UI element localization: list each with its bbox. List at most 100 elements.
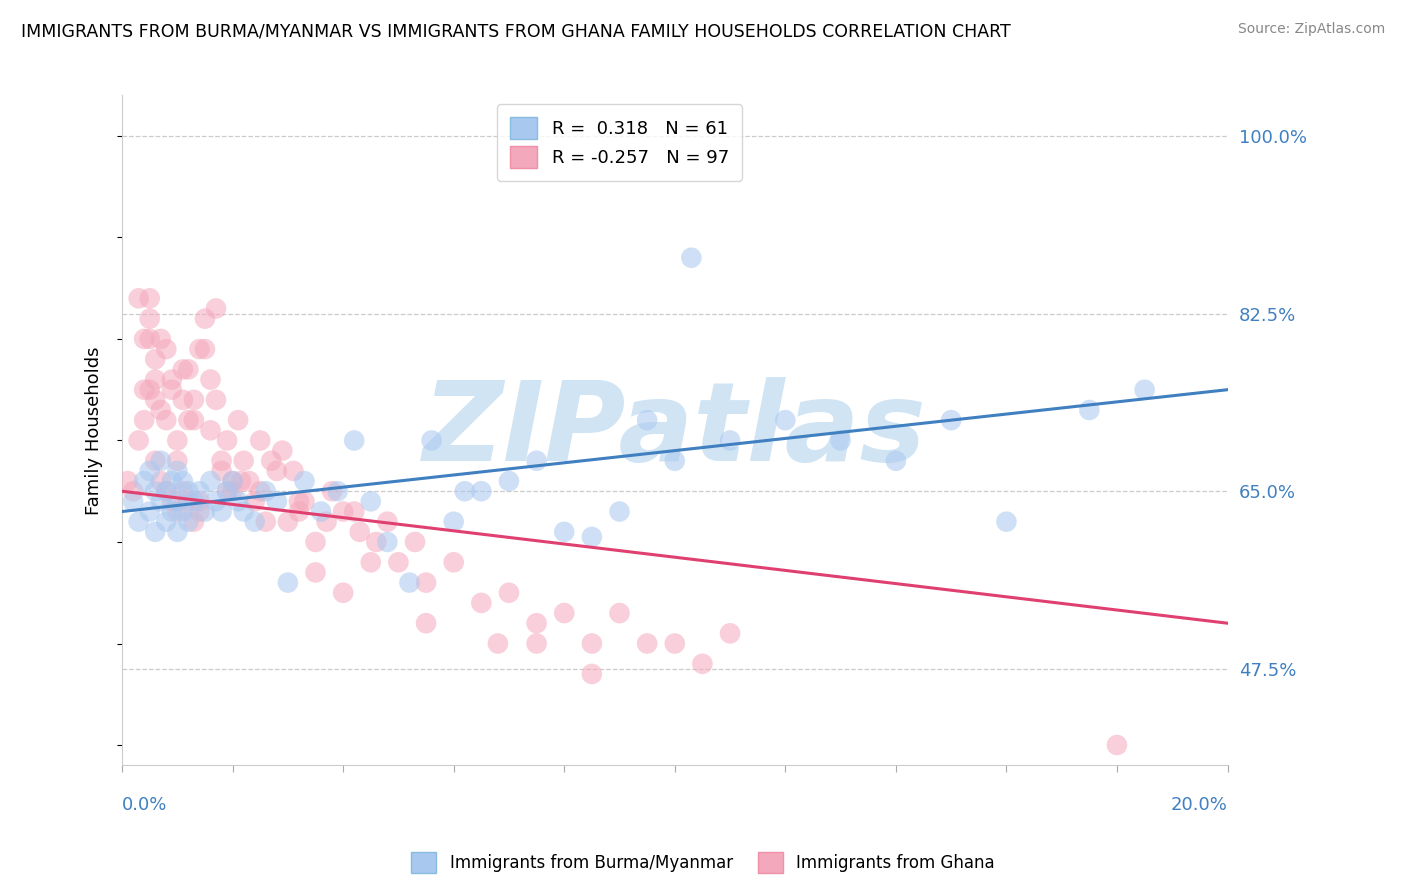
Point <box>420 434 443 448</box>
Point <box>194 342 217 356</box>
Point <box>172 362 194 376</box>
Point <box>609 606 631 620</box>
Legend: Immigrants from Burma/Myanmar, Immigrants from Ghana: Immigrants from Burma/Myanmar, Immigrant… <box>405 846 1001 880</box>
Point <box>377 535 399 549</box>
Point <box>636 636 658 650</box>
Point <box>128 291 150 305</box>
Point <box>332 586 354 600</box>
Point <box>775 413 797 427</box>
Text: IMMIGRANTS FROM BURMA/MYANMAR VS IMMIGRANTS FROM GHANA FAMILY HOUSEHOLDS CORRELA: IMMIGRANTS FROM BURMA/MYANMAR VS IMMIGRA… <box>21 22 1011 40</box>
Point <box>321 484 343 499</box>
Point <box>377 515 399 529</box>
Point <box>581 667 603 681</box>
Point <box>294 494 316 508</box>
Point <box>211 504 233 518</box>
Point <box>277 515 299 529</box>
Point <box>1133 383 1156 397</box>
Point <box>664 454 686 468</box>
Point <box>149 494 172 508</box>
Point <box>304 566 326 580</box>
Point <box>609 504 631 518</box>
Point <box>217 484 239 499</box>
Point <box>454 484 477 499</box>
Point <box>443 555 465 569</box>
Point <box>160 383 183 397</box>
Point <box>288 494 311 508</box>
Point <box>266 464 288 478</box>
Point <box>249 434 271 448</box>
Point <box>134 383 156 397</box>
Point <box>553 524 575 539</box>
Point <box>172 484 194 499</box>
Point <box>149 403 172 417</box>
Point <box>232 504 254 518</box>
Point <box>149 332 172 346</box>
Point <box>664 636 686 650</box>
Text: 0.0%: 0.0% <box>122 796 167 814</box>
Point <box>221 474 243 488</box>
Point <box>160 373 183 387</box>
Point <box>526 636 548 650</box>
Point <box>221 474 243 488</box>
Point <box>243 515 266 529</box>
Point <box>326 484 349 499</box>
Point <box>205 494 228 508</box>
Point <box>692 657 714 671</box>
Point <box>941 413 963 427</box>
Point <box>172 474 194 488</box>
Point <box>172 504 194 518</box>
Point <box>360 555 382 569</box>
Point <box>200 474 222 488</box>
Point <box>205 392 228 407</box>
Point <box>188 504 211 518</box>
Point <box>415 616 437 631</box>
Point <box>830 434 852 448</box>
Point <box>138 383 160 397</box>
Point <box>343 434 366 448</box>
Point <box>188 484 211 499</box>
Point <box>160 504 183 518</box>
Point <box>143 352 166 367</box>
Point <box>117 474 139 488</box>
Point <box>166 504 188 518</box>
Point <box>149 474 172 488</box>
Point <box>138 332 160 346</box>
Point <box>884 454 907 468</box>
Point <box>498 474 520 488</box>
Point <box>387 555 409 569</box>
Point <box>277 575 299 590</box>
Text: 20.0%: 20.0% <box>1171 796 1227 814</box>
Point <box>122 494 145 508</box>
Point <box>166 524 188 539</box>
Point <box>498 586 520 600</box>
Point <box>486 636 509 650</box>
Point <box>166 454 188 468</box>
Point <box>166 434 188 448</box>
Point <box>553 606 575 620</box>
Point <box>226 413 249 427</box>
Point <box>211 454 233 468</box>
Point <box>155 515 177 529</box>
Point <box>205 301 228 316</box>
Point <box>172 392 194 407</box>
Point <box>160 494 183 508</box>
Point <box>636 413 658 427</box>
Point <box>194 504 217 518</box>
Point <box>581 530 603 544</box>
Point <box>1105 738 1128 752</box>
Point <box>177 515 200 529</box>
Point <box>260 454 283 468</box>
Point <box>177 494 200 508</box>
Point <box>183 392 205 407</box>
Point <box>155 484 177 499</box>
Point <box>177 413 200 427</box>
Point <box>470 484 492 499</box>
Point <box>283 464 305 478</box>
Y-axis label: Family Households: Family Households <box>86 346 103 515</box>
Point <box>155 413 177 427</box>
Point <box>134 332 156 346</box>
Point <box>415 575 437 590</box>
Point <box>128 434 150 448</box>
Point <box>143 373 166 387</box>
Point <box>155 484 177 499</box>
